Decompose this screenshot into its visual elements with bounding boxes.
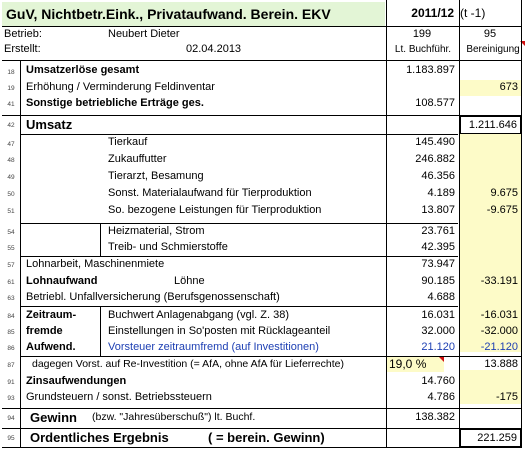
row-label-einstellungen[interactable]: Einstellungen in So'posten mit Rücklagea… xyxy=(108,325,331,337)
row-number: 91 xyxy=(7,379,15,386)
group-label-aufwend: Aufwend. xyxy=(26,341,76,353)
row-number: 94 xyxy=(7,415,15,422)
col1-number[interactable]: 199 xyxy=(412,28,432,40)
value-bereinigung[interactable]: -33.191 xyxy=(480,275,518,287)
row-number: 63 xyxy=(7,295,15,302)
row-number: 57 xyxy=(7,262,15,269)
sheet-title[interactable]: GuV, Nichtbetr.Eink., Privataufwand. Ber… xyxy=(2,2,385,26)
value-buchf[interactable]: 145.490 xyxy=(415,136,455,148)
row-number: 49 xyxy=(7,174,15,181)
row-number: 86 xyxy=(7,345,15,352)
row-label-feldinventar[interactable]: Erhöhung / Verminderung Feldinventar xyxy=(26,81,215,93)
highlight-cell xyxy=(460,80,522,96)
row-number: 41 xyxy=(7,101,15,108)
value-bereinigung[interactable]: -21.120 xyxy=(480,341,518,353)
value-buchf[interactable]: 138.382 xyxy=(415,411,455,423)
value-ergebnis[interactable]: 221.259 xyxy=(477,432,517,444)
row-sublabel-jahresueberschuss[interactable]: (bzw. "Jahresüberschuß") lt. Buchf. xyxy=(92,411,256,423)
betrieb-label: Betrieb: xyxy=(4,28,42,40)
row-label-tierkauf[interactable]: Tierkauf xyxy=(108,136,148,148)
row-label-vorsteuer[interactable]: Vorsteuer zeitraumfremd (auf Investition… xyxy=(108,341,319,353)
row-number: 48 xyxy=(7,157,15,164)
value-buchf[interactable]: 73.947 xyxy=(421,258,455,270)
percent-cell-bg xyxy=(386,357,444,372)
row-number: 93 xyxy=(7,395,15,402)
col2-number[interactable]: 95 xyxy=(483,28,497,40)
comment-marker-icon xyxy=(439,357,444,362)
betrieb-value[interactable]: Neubert Dieter xyxy=(108,28,180,40)
row-label-buchwert[interactable]: Buchwert Anlagenabgang (vgl. Z. 38) xyxy=(108,309,290,321)
row-label-gewinn[interactable]: Gewinn xyxy=(30,410,77,425)
row-label-lohnarbeit[interactable]: Lohnarbeit, Maschinenmiete xyxy=(26,258,165,270)
row-number: 85 xyxy=(7,329,15,336)
row-label-unfallversicherung[interactable]: Betriebl. Unfallversicherung (Berufsgeno… xyxy=(26,291,280,303)
group-label-fremde: fremde xyxy=(26,325,63,337)
row-label-ordentliches-ergebnis[interactable]: Ordentliches Ergebnis xyxy=(30,430,169,445)
row-number: 61 xyxy=(7,279,15,286)
value-bereinigung[interactable]: -9.675 xyxy=(486,204,518,216)
highlight-column xyxy=(460,134,522,352)
row-number: 55 xyxy=(7,245,15,252)
value-buchf[interactable]: 14.760 xyxy=(421,375,455,387)
year-label[interactable]: 2011/12 xyxy=(411,6,454,20)
value-buchf[interactable]: 90.185 xyxy=(421,275,455,287)
col2-heading[interactable]: Bereinigung xyxy=(466,44,520,55)
row-label-grundsteuern[interactable]: Grundsteuern / sonst. Betriebssteuern xyxy=(26,391,212,403)
row-label-treibstoffe[interactable]: Treib- und Schmierstoffe xyxy=(108,241,228,253)
row-number: 18 xyxy=(7,69,15,76)
value-buchf[interactable]: 1.183.897 xyxy=(406,64,455,76)
value-buchf[interactable]: 21.120 xyxy=(421,341,455,353)
row-number: 84 xyxy=(7,313,15,320)
value-buchf[interactable]: 42.395 xyxy=(421,241,455,253)
row-label-zinsaufwendungen[interactable]: Zinsaufwendungen xyxy=(26,375,127,387)
highlight-cell xyxy=(460,370,522,404)
row-number: 51 xyxy=(7,208,15,215)
value-bereinigung[interactable]: -16.031 xyxy=(480,309,518,321)
row-label-umsatzerloese[interactable]: Umsatzerlöse gesamt xyxy=(26,64,140,76)
erstellt-label: Erstellt: xyxy=(4,43,41,55)
row-number: 54 xyxy=(7,229,15,236)
value-buchf[interactable]: 23.761 xyxy=(421,225,455,237)
row-label-zukauffutter[interactable]: Zukauffutter xyxy=(108,153,167,165)
row-number: 47 xyxy=(7,141,15,148)
value-buchf[interactable]: 4.189 xyxy=(427,187,455,199)
row-label-lohnaufwand[interactable]: Lohnaufwand xyxy=(26,275,98,287)
row-sublabel-bereinigter-gewinn[interactable]: ( = berein. Gewinn) xyxy=(208,430,325,445)
row-number: 19 xyxy=(7,85,15,92)
row-number: 50 xyxy=(7,191,15,198)
year-suffix[interactable]: (t -1) xyxy=(460,6,486,20)
row-label-sonstige-ertraege[interactable]: Sonstige betriebliche Erträge ges. xyxy=(26,97,204,109)
value-buchf[interactable]: 246.882 xyxy=(415,153,455,165)
value-bereinigung[interactable]: 673 xyxy=(499,81,518,93)
row-label-reinvestition[interactable]: dagegen Vorst. auf Re-Investition (= AfA… xyxy=(32,358,344,370)
percent-input[interactable]: 19,0 % xyxy=(389,357,427,371)
value-buchf[interactable]: 46.356 xyxy=(421,170,455,182)
value-umsatz[interactable]: 1.211.646 xyxy=(468,119,517,131)
value-bereinigung[interactable]: 13.888 xyxy=(484,358,518,370)
value-buchf[interactable]: 4.786 xyxy=(427,391,455,403)
row-number: 42 xyxy=(7,122,15,129)
row-label-umsatz[interactable]: Umsatz xyxy=(26,117,73,132)
value-bereinigung[interactable]: -175 xyxy=(495,391,518,403)
row-label-bezogene-leistungen[interactable]: So. bezogene Leistungen für Tierprodukti… xyxy=(108,204,322,216)
value-buchf[interactable]: 4.688 xyxy=(427,291,455,303)
row-sublabel-loehne[interactable]: Löhne xyxy=(174,275,205,287)
col1-heading[interactable]: Lt. Buchführ. xyxy=(394,44,452,55)
erstellt-value[interactable]: 02.04.2013 xyxy=(186,43,242,55)
row-label-tierarzt[interactable]: Tierarzt, Besamung xyxy=(108,170,204,182)
row-number: 95 xyxy=(7,435,15,442)
value-bereinigung[interactable]: 9.675 xyxy=(490,187,518,199)
group-label-zeitraum: Zeitraum- xyxy=(26,309,77,321)
comment-marker-icon xyxy=(520,41,525,46)
value-bereinigung[interactable]: -32.000 xyxy=(480,325,518,337)
value-buchf[interactable]: 108.577 xyxy=(415,97,455,109)
value-buchf[interactable]: 13.807 xyxy=(421,204,455,216)
value-buchf[interactable]: 32.000 xyxy=(421,325,455,337)
row-label-materialaufwand[interactable]: Sonst. Materialaufwand für Tierproduktio… xyxy=(108,187,312,199)
row-number: 87 xyxy=(7,362,15,369)
value-buchf[interactable]: 16.031 xyxy=(421,309,455,321)
row-label-heizmaterial[interactable]: Heizmaterial, Strom xyxy=(108,225,205,237)
